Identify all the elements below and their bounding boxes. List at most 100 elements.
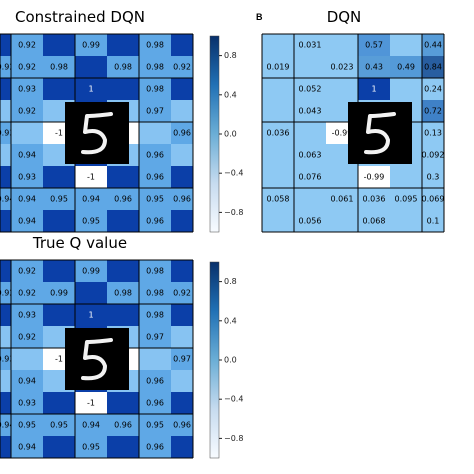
- cell-value-label: 0.94: [18, 195, 36, 204]
- heatmap-cell: [294, 100, 326, 122]
- cell-value-label: 0.95: [50, 421, 68, 430]
- heatmap-cell: [262, 78, 294, 100]
- heatmap-cell: [326, 78, 358, 100]
- heatmap-cell: [171, 210, 193, 232]
- cell-value-label: 0.96: [114, 421, 132, 430]
- cell-value-label: 0.96: [173, 421, 191, 430]
- heatmap-cell: [11, 122, 43, 144]
- cell-value-label: 0.031: [299, 41, 322, 50]
- cell-value-label: 0.96: [146, 443, 164, 452]
- heatmap-cell: [43, 78, 75, 100]
- heatmap-cell: [171, 370, 193, 392]
- heatmap-cell: [43, 210, 75, 232]
- cell-value-label: 0.98: [114, 63, 132, 72]
- cell-value-label: 0.92: [173, 289, 191, 298]
- heatmap-cell: [11, 210, 43, 232]
- heatmap-cell: [139, 304, 171, 326]
- heatmap-cell: [171, 326, 193, 348]
- heatmap-constrained-dqn: 0.92 0.99 0.98 0.92 0.92 0.98 0.98 0.98 0.92 0.93…: [0, 33, 194, 233]
- cell-value-label: 0.84: [424, 63, 442, 72]
- heatmap-cell: [139, 122, 171, 144]
- heatmap-cell: [139, 166, 171, 188]
- heatmap-cell: [11, 260, 43, 282]
- heatmap-cell: [11, 348, 43, 370]
- heatmap-cell: [0, 34, 11, 56]
- panel-b-title: DQN: [327, 8, 362, 26]
- heatmap-cell: [358, 34, 390, 56]
- heatmap-cell: [171, 348, 193, 370]
- heatmap-cell: [0, 436, 11, 458]
- heatmap-cell: [0, 326, 11, 348]
- cell-value-label: 0.94: [18, 151, 36, 160]
- cell-value-label: 0.98: [146, 63, 164, 72]
- cell-value-label: 0.44: [424, 41, 442, 50]
- heatmap-cell: [294, 166, 326, 188]
- colorbar-constrained-dqn: 0.8 0.4 0.0 −0.4 −0.8: [209, 35, 243, 233]
- heatmap-cell: [139, 326, 171, 348]
- cell-value-label: 0.94: [0, 195, 14, 204]
- colorbar-tick-label: −0.4: [224, 395, 243, 404]
- cell-value-label: 0.92: [18, 107, 36, 116]
- heatmap-cell: [139, 56, 171, 78]
- heatmap-cell: [43, 414, 75, 436]
- heatmap-cell: [358, 210, 390, 232]
- heatmap-cell: [171, 34, 193, 56]
- heatmap-cell: [262, 34, 294, 56]
- heatmap-cell: [294, 56, 326, 78]
- cell-value-label: -0.99: [364, 173, 385, 182]
- cell-value-label: 0.13: [424, 129, 442, 138]
- cell-value-label: 0.076: [299, 173, 322, 182]
- heatmap-cell: [75, 304, 107, 326]
- heatmap-cell: [422, 144, 444, 166]
- heatmap-cell: [43, 166, 75, 188]
- cell-value-label: 0.95: [82, 217, 100, 226]
- cell-value-label: 0.98: [146, 289, 164, 298]
- cell-value-label: 0.96: [173, 195, 191, 204]
- cell-value-label: 0.3: [427, 173, 440, 182]
- colorbar-true-q-value: 0.8 0.4 0.0 −0.4 −0.8: [209, 261, 243, 459]
- cell-value-label: 0.95: [146, 421, 164, 430]
- cell-value-label: 0.24: [424, 85, 442, 94]
- colorbar-gradient: [209, 261, 220, 459]
- cell-value-label: 0.98: [146, 41, 164, 50]
- digit-five-stroke: [364, 112, 396, 155]
- colorbar-tick-label: 0.0: [224, 130, 237, 139]
- heatmap-cell: [422, 210, 444, 232]
- heatmap-cell: [139, 282, 171, 304]
- cell-value-label: 0.98: [50, 63, 68, 72]
- cell-value-label: 0.99: [82, 267, 100, 276]
- heatmap-cell: [294, 122, 326, 144]
- heatmap-cell: [11, 370, 43, 392]
- heatmap-cell: [43, 260, 75, 282]
- heatmap-cell: [11, 100, 43, 122]
- heatmap-cell: [11, 56, 43, 78]
- heatmap-cell: [43, 392, 75, 414]
- heatmap-cell: [11, 78, 43, 100]
- cell-value-label: 0.94: [0, 421, 14, 430]
- heatmap-cell: [294, 144, 326, 166]
- heatmap-cell: [390, 34, 422, 56]
- heatmap-cell: [390, 188, 422, 210]
- cell-value-label: 0.93: [18, 85, 36, 94]
- cell-value-label: 0.052: [299, 85, 322, 94]
- cell-value-label: 0.93: [18, 311, 36, 320]
- heatmap-cell: [422, 166, 444, 188]
- cell-value-label: 0.93: [18, 173, 36, 182]
- panel-a-title: Constrained DQN: [15, 8, 145, 26]
- cell-value-label: 0.1: [427, 217, 440, 226]
- heatmap-cell: [43, 34, 75, 56]
- cell-value-label: 0.96: [146, 377, 164, 386]
- heatmap-cell: [358, 188, 390, 210]
- heatmap-cell: [294, 210, 326, 232]
- heatmap-cell: [139, 436, 171, 458]
- colorbar-tick-label: 0.8: [224, 277, 237, 286]
- cell-value-label: 0.92: [18, 333, 36, 342]
- heatmap-cell: [107, 78, 139, 100]
- heatmap-cell: [0, 122, 11, 144]
- panel-b-label: B: [256, 12, 263, 22]
- heatmap-cell: [139, 34, 171, 56]
- heatmap-cell: [107, 282, 139, 304]
- cell-value-label: 0.94: [18, 443, 36, 452]
- cell-value-label: -1: [55, 129, 63, 138]
